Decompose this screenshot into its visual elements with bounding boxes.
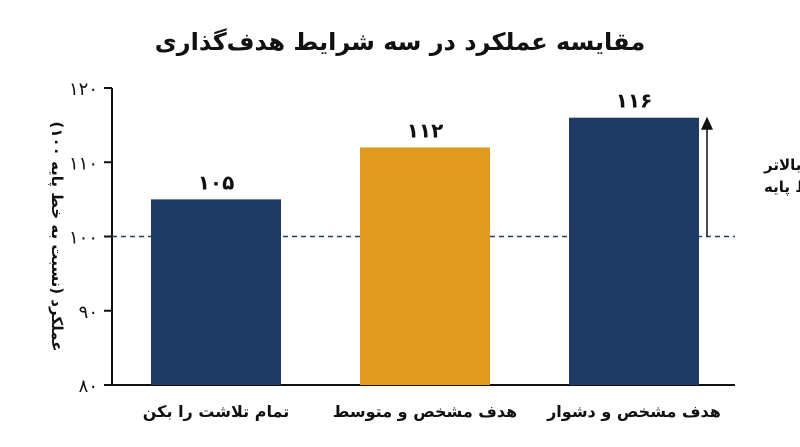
annotation-text: ۱۶٪ بالاتر xyxy=(763,156,800,174)
x-tick-label: تمام تلاشت را بکن xyxy=(143,402,289,421)
bar xyxy=(569,117,699,385)
chart-title: مقایسه عملکرد در سه شرایط هدف‌گذاری xyxy=(155,28,645,56)
bar-value-label: ۱۱۲ xyxy=(407,118,444,142)
y-tick-label: ۱۲۰ xyxy=(69,79,98,100)
y-tick-label: ۹۰ xyxy=(79,302,98,323)
x-tick-label: هدف مشخص و متوسط xyxy=(333,402,517,421)
y-tick-label: ۱۱۰ xyxy=(69,153,98,174)
labels-layer: ۱۰۵ تمام تلاشت را بکن ۱۱۲ هدف مشخص و متوسط ۱… xyxy=(143,89,721,421)
bar xyxy=(151,199,281,385)
bar-value-label: ۱۱۶ xyxy=(616,89,653,113)
annotation-arrowhead xyxy=(701,116,713,130)
x-tick-label: هدف مشخص و دشوار xyxy=(546,402,721,421)
y-axis-label: عملکرد (نسبت به خط پایه ۱۰۰) xyxy=(47,122,66,352)
bar-value-label: ۱۰۵ xyxy=(198,170,235,194)
annotation-text: از خط پایه xyxy=(764,178,800,197)
y-tick-label: ۱۰۰ xyxy=(69,228,98,249)
bar xyxy=(360,147,490,385)
bars-layer xyxy=(151,117,699,385)
y-tick-label: ۸۰ xyxy=(79,376,98,397)
annotation-layer: ۱۶٪ بالاتر از خط پایه xyxy=(701,116,800,237)
